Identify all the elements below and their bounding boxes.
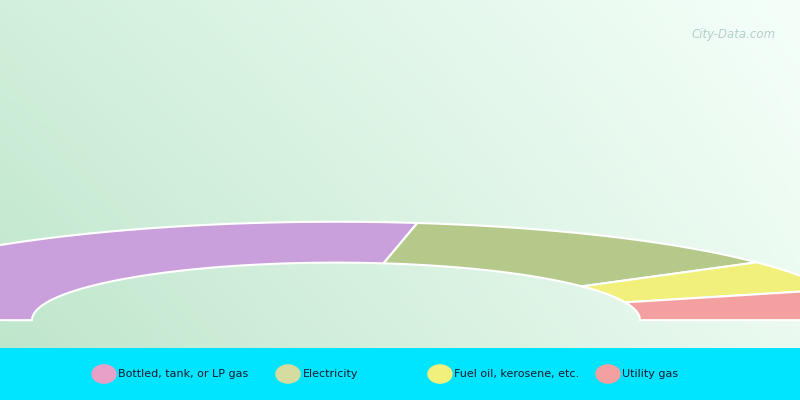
Ellipse shape [428,365,452,383]
Text: Fuel oil, kerosene, etc.: Fuel oil, kerosene, etc. [454,369,579,379]
Ellipse shape [596,365,620,383]
Text: City-Data.com: City-Data.com [692,28,776,41]
Text: Bottled, tank, or LP gas: Bottled, tank, or LP gas [118,369,249,379]
Ellipse shape [276,365,300,383]
Text: Electricity: Electricity [302,369,358,379]
Polygon shape [625,290,800,320]
Ellipse shape [92,365,116,383]
Text: Utility gas: Utility gas [622,369,678,379]
Polygon shape [582,262,800,302]
Polygon shape [0,222,418,320]
Polygon shape [383,223,757,286]
Text: Most commonly used house heating fuel in apartments in La Pointe, WI: Most commonly used house heating fuel in… [22,19,778,38]
